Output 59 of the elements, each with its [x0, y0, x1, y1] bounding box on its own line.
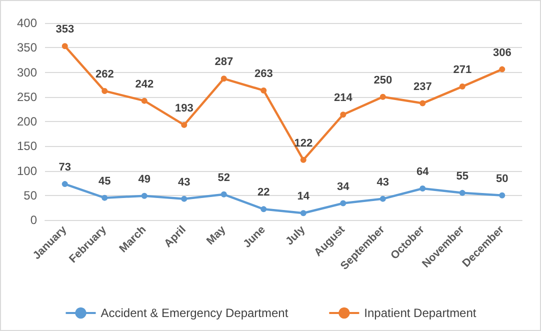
data-label: 49: [138, 173, 150, 186]
data-label: 50: [496, 172, 508, 185]
point: [102, 88, 108, 94]
data-label: 271: [453, 64, 472, 76]
data-label: 43: [178, 176, 190, 188]
point: [220, 76, 227, 82]
point: [220, 191, 227, 198]
y-tick-label: 250: [16, 90, 38, 104]
y-tick-label: 200: [16, 114, 38, 128]
data-label: 122: [294, 137, 313, 150]
data-label: 22: [258, 186, 270, 199]
point: [499, 66, 506, 72]
y-tick-label: 150: [16, 139, 38, 154]
data-label: 43: [376, 176, 389, 188]
legend-label: Inpatient Department: [364, 306, 477, 320]
data-label: 262: [95, 68, 114, 80]
point: [141, 192, 148, 199]
data-label: 52: [218, 172, 230, 184]
point: [340, 112, 346, 118]
data-label: 34: [337, 180, 350, 193]
y-tick-label: 400: [16, 16, 38, 30]
y-tick-label: 50: [24, 188, 38, 202]
legend-label: Accident & Emergency Department: [100, 306, 289, 320]
point: [420, 100, 426, 106]
data-label: 14: [297, 190, 310, 203]
data-label: 193: [174, 102, 194, 114]
y-tick-label: 350: [16, 40, 38, 55]
point: [420, 185, 426, 192]
data-label: 306: [492, 46, 512, 59]
data-label: 287: [214, 56, 234, 68]
point: [141, 98, 148, 104]
y-tick-label: 0: [30, 213, 38, 227]
data-label: 45: [98, 175, 111, 188]
point: [300, 156, 306, 163]
data-label: 64: [416, 166, 430, 178]
point: [102, 194, 108, 201]
point: [459, 190, 466, 196]
data-label: 214: [334, 92, 354, 104]
point: [181, 122, 188, 128]
point: [260, 206, 267, 212]
data-label: 73: [58, 162, 71, 174]
point: [380, 196, 386, 202]
point: [62, 181, 68, 188]
data-label: 55: [456, 170, 468, 182]
data-label: 263: [254, 68, 273, 80]
point: [340, 200, 346, 206]
point: [459, 84, 466, 90]
point: [300, 210, 306, 216]
point: [380, 94, 386, 100]
y-tick-label: 100: [16, 164, 38, 178]
point: [499, 192, 506, 198]
point: [181, 196, 188, 202]
point: [62, 43, 68, 50]
data-label: 242: [135, 78, 154, 90]
data-label: 237: [413, 80, 432, 93]
y-tick-label: 300: [16, 65, 38, 80]
data-label: 353: [56, 24, 74, 36]
point: [260, 87, 267, 94]
data-label: 250: [374, 74, 392, 86]
